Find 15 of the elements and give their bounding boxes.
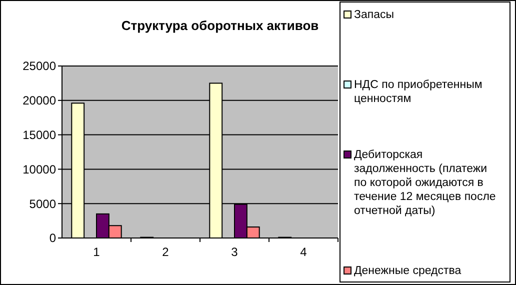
y-tick-label: 25000: [22, 59, 56, 74]
legend-label: НДС по приобретенным ценностям: [354, 79, 482, 105]
legend-label: Запасы: [354, 9, 394, 21]
y-tick-label: 20000: [22, 94, 56, 108]
y-tick-label: 0: [49, 231, 56, 246]
y-tick-label: 15000: [22, 128, 56, 142]
y-tick-label: 10000: [22, 162, 56, 176]
chart-title: Структура оборотных активов: [121, 18, 319, 33]
legend-label: Денежные средства: [354, 265, 462, 277]
y-tick-label: 5000: [29, 196, 56, 211]
x-tick-label: 2: [162, 245, 170, 259]
legend-label: Дебиторская задолженность (платежи по которой ожидаются в течение 12 месяцев после отчетной даты): [354, 149, 496, 217]
x-tick-label: 4: [300, 245, 308, 259]
x-tick-label: 3: [231, 245, 238, 259]
x-tick-label: 1: [93, 245, 100, 259]
